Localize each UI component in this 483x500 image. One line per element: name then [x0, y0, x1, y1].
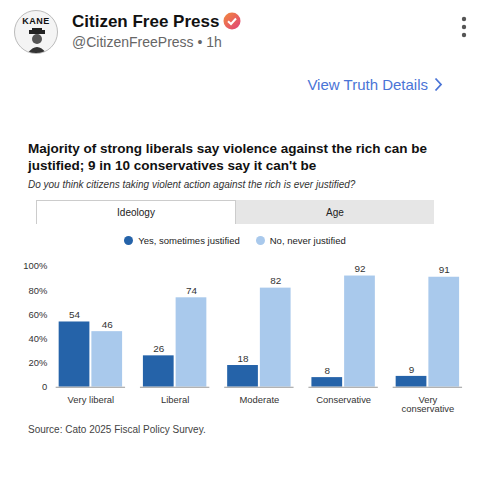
svg-text:Conservative: Conservative: [316, 394, 371, 405]
svg-text:Moderate: Moderate: [240, 394, 280, 405]
html-text:Source: Cato 2025 Fiscal Polic: Source: Cato 2025 Fiscal Policy Survey.: [28, 424, 206, 436]
svg-text:Very liberal: Very liberal: [68, 394, 115, 405]
svg-text:80%: 80%: [28, 285, 47, 296]
html-text:KANE: KANE: [22, 16, 50, 26]
svg-text:100%: 100%: [23, 260, 48, 271]
html-text:@CitizenFreePress • 1h: @CitizenFreePress • 1h: [72, 34, 222, 50]
html-text:Do you think citizens taking v: Do you think citizens taking violent act…: [28, 179, 356, 190]
svg-text:Liberal: Liberal: [161, 394, 189, 405]
svg-text:92: 92: [354, 263, 366, 274]
svg-text:26: 26: [153, 343, 165, 354]
html-text:No, never justified: No, never justified: [269, 234, 346, 246]
svg-text:74: 74: [186, 285, 198, 296]
html-text:Yes, sometimes justified: Yes, sometimes justified: [138, 234, 240, 246]
html-text:Majority of strong liberals sa: Majority of strong liberals say violence…: [28, 141, 428, 173]
svg-text:9: 9: [409, 364, 415, 375]
html-text:View Truth Details: View Truth Details: [307, 76, 428, 93]
svg-text:46: 46: [102, 319, 114, 330]
svg-text:40%: 40%: [28, 333, 47, 344]
html-text:Age: Age: [326, 206, 344, 218]
html-text:Citizen Free Press: Citizen Free Press: [72, 12, 220, 31]
svg-text:60%: 60%: [28, 309, 47, 320]
svg-text:Veryconservative: Veryconservative: [401, 394, 454, 414]
svg-text:82: 82: [270, 275, 282, 286]
html-text:Ideology: Ideology: [117, 207, 155, 218]
svg-text:20%: 20%: [28, 357, 47, 368]
svg-text:8: 8: [325, 365, 331, 376]
svg-text:0: 0: [42, 381, 47, 392]
svg-text:54: 54: [69, 309, 81, 320]
svg-text:18: 18: [238, 353, 250, 364]
svg-text:91: 91: [439, 264, 451, 275]
